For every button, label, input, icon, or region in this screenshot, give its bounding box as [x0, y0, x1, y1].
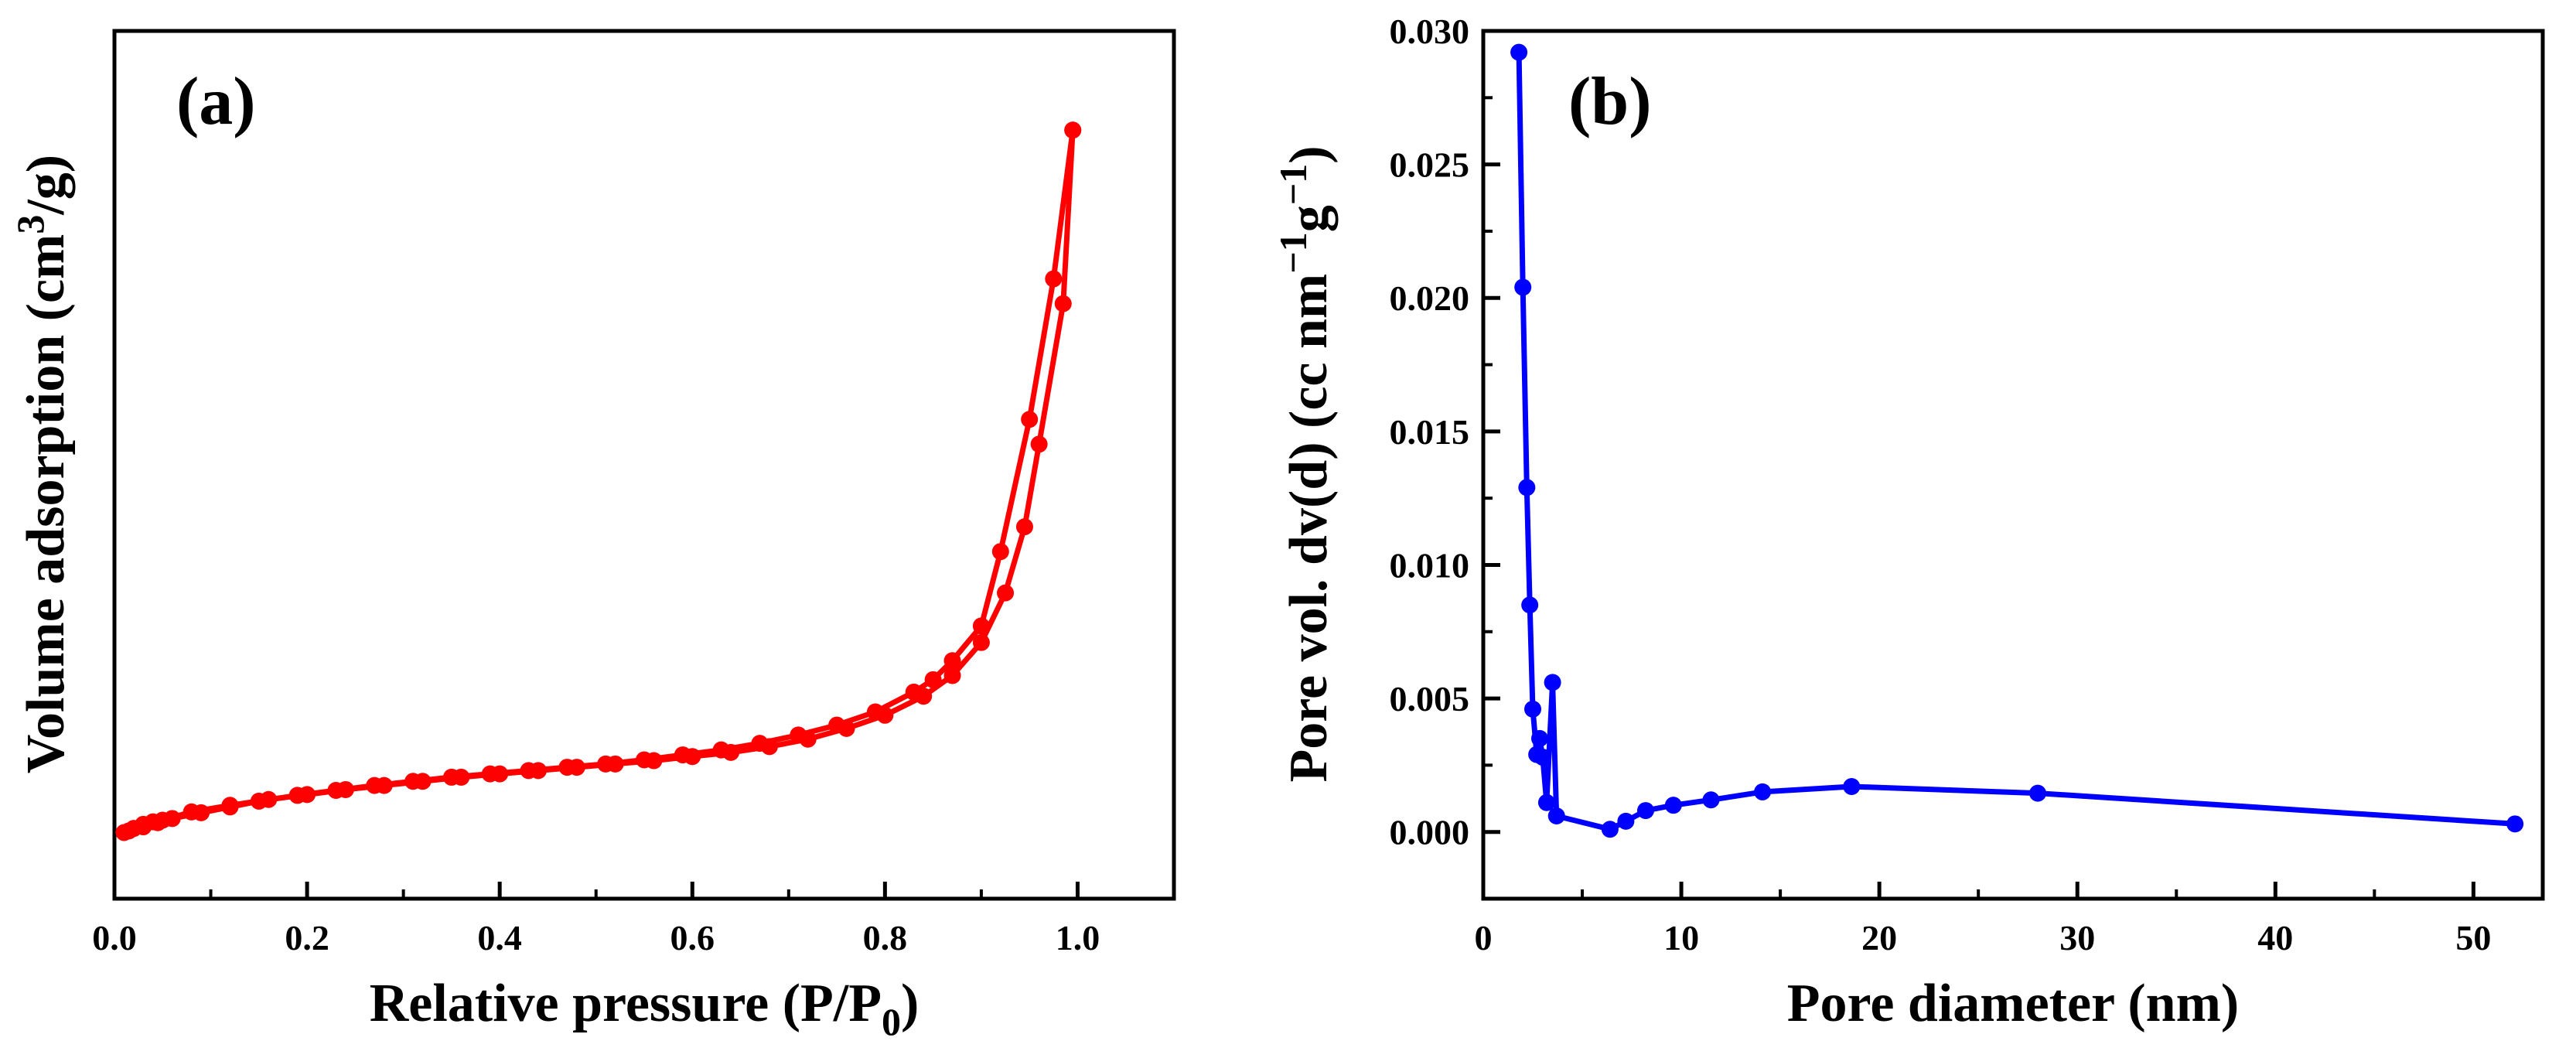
chart-a-x-tick-label: 1.0: [1056, 918, 1100, 957]
chart-b-x-tick-label: 10: [1663, 918, 1699, 957]
chart-b-data-point: [1530, 729, 1548, 747]
chart-a-data-point: [327, 782, 345, 800]
chart-a-data-point: [972, 617, 990, 635]
chart-a-data-point: [520, 762, 537, 780]
chart-a-data-point: [442, 768, 460, 786]
chart-a-data-point: [636, 751, 653, 769]
chart-a-data-point: [597, 755, 615, 773]
chart-b-data-point: [1544, 674, 1561, 691]
chart-a-x-tick-label: 0.0: [92, 918, 137, 957]
chart-a-data-point: [193, 804, 210, 821]
chart-b-data-point: [1843, 778, 1861, 796]
chart-b-data-point: [2029, 784, 2047, 802]
chart-a-data-point: [250, 792, 268, 810]
chart-a-data-point: [149, 814, 167, 831]
chart-b-data-point: [1754, 783, 1772, 800]
chart-b-ticks: 0 10 20 30 40 50 0.000 0.005 0.010 0.015 0.020 0.02…: [1390, 12, 2492, 957]
chart-a-x-tick-label: 0.6: [670, 918, 715, 957]
chart-b-y-tick-label: 0.000: [1390, 813, 1470, 852]
chart-a-x-tick-label: 0.4: [477, 918, 522, 957]
chart-a-data-point: [558, 759, 576, 776]
chart-b-x-tick-label: 30: [2059, 918, 2095, 957]
chart-a-data-point: [481, 765, 499, 783]
chart-a-data-point: [1030, 435, 1048, 453]
chart-a-panel-label: (a): [176, 64, 256, 139]
chart-b-data-point: [1514, 278, 1532, 296]
chart-b-data-point: [1521, 596, 1539, 614]
chart-a-x-axis-label: Relative pressure (P/P0): [370, 974, 920, 1043]
chart-b-y-tick-label: 0.020: [1390, 278, 1470, 318]
chart-a-data-point: [828, 716, 846, 734]
chart-a-data-point: [404, 773, 422, 790]
chart-b-panel-label: (b): [1568, 64, 1652, 139]
chart-b-y-axis-label: Pore vol. dv(d) (cc nm−1g−1): [1271, 145, 1339, 782]
chart-a-data-point: [288, 787, 306, 804]
chart-a-data-point: [1064, 121, 1082, 139]
chart-b-x-tick-label: 40: [2257, 918, 2293, 957]
chart-a-data-point: [135, 818, 152, 836]
chart-b-y-tick-label: 0.015: [1390, 412, 1470, 452]
chart-a-data-point: [712, 741, 730, 759]
chart-a-data-point: [163, 810, 181, 828]
chart-b-x-tick-label: 50: [2455, 918, 2491, 957]
chart-a-data-point: [997, 584, 1015, 602]
chart-a-x-tick-label: 0.2: [285, 918, 329, 957]
chart-a-data-point: [991, 543, 1009, 561]
chart-b-data-point: [1601, 821, 1619, 838]
chart-a-series: [115, 121, 1082, 841]
chart-a-data-point: [790, 726, 807, 744]
chart-a-y-axis-label: Volume adsorption (cm3/g): [9, 155, 76, 773]
chart-a-data-point: [1054, 295, 1072, 312]
chart-b-data-point: [1702, 791, 1720, 809]
chart-a-data-point: [1015, 518, 1033, 536]
chart-a-data-point: [674, 746, 691, 764]
chart-b-data-point: [2506, 815, 2524, 833]
chart-b-series: [1510, 43, 2524, 838]
chart-b-x-tick-label: 0: [1475, 918, 1493, 957]
chart-b-y-tick-label: 0.005: [1390, 679, 1470, 718]
chart-b-data-point: [1534, 749, 1551, 766]
chart-b-data-point: [1617, 812, 1635, 830]
chart-a-data-point: [221, 798, 239, 816]
chart-b-data-point: [1636, 802, 1654, 820]
chart-a-data-point: [972, 633, 990, 651]
chart-b-series-line-1: [1516, 52, 2516, 832]
chart-a-data-point: [866, 703, 884, 721]
chart-b-data-point: [1537, 794, 1555, 811]
chart-a-data-point: [905, 683, 923, 701]
chart-a-data-point: [924, 671, 942, 688]
chart-a-data-point: [943, 667, 961, 684]
chart-a-data-point: [1045, 270, 1063, 288]
chart-b-data-point: [1547, 807, 1565, 824]
chart-a-data-point: [943, 652, 961, 670]
chart-b-data-point: [1524, 700, 1542, 718]
chart-b-y-tick-label: 0.025: [1390, 145, 1470, 185]
chart-b-data-point: [1664, 797, 1682, 814]
chart-b-plot-frame: [1481, 29, 2545, 901]
chart-b-data-point: [1510, 43, 1528, 61]
chart-a-x-ticks: 0.0 0.2 0.4 0.6 0.8 1.0: [92, 882, 1100, 957]
chart-b-data-point: [1518, 479, 1536, 497]
chart-b-y-tick-label: 0.010: [1390, 545, 1470, 585]
chart-a-data-point: [751, 735, 769, 753]
chart-b-x-tick-label: 20: [1861, 918, 1897, 957]
chart-a-x-tick-label: 0.8: [863, 918, 908, 957]
chart-b: 0 10 20 30 40 50 0.000 0.005 0.010 0.015 0.020 0.02…: [1271, 12, 2545, 1033]
chart-a-data-point: [120, 822, 138, 840]
chart-b-y-tick-label: 0.030: [1390, 12, 1470, 51]
chart-a-data-point: [1021, 411, 1039, 428]
chart-b-x-axis-label: Pore diameter (nm): [1787, 974, 2239, 1033]
chart-a-data-point: [366, 776, 384, 794]
chart-a-plot-frame: [112, 29, 1176, 901]
chart-a: 0.0 0.2 0.4 0.6 0.8 1.0 (a) Relative pressure…: [9, 29, 1176, 1043]
